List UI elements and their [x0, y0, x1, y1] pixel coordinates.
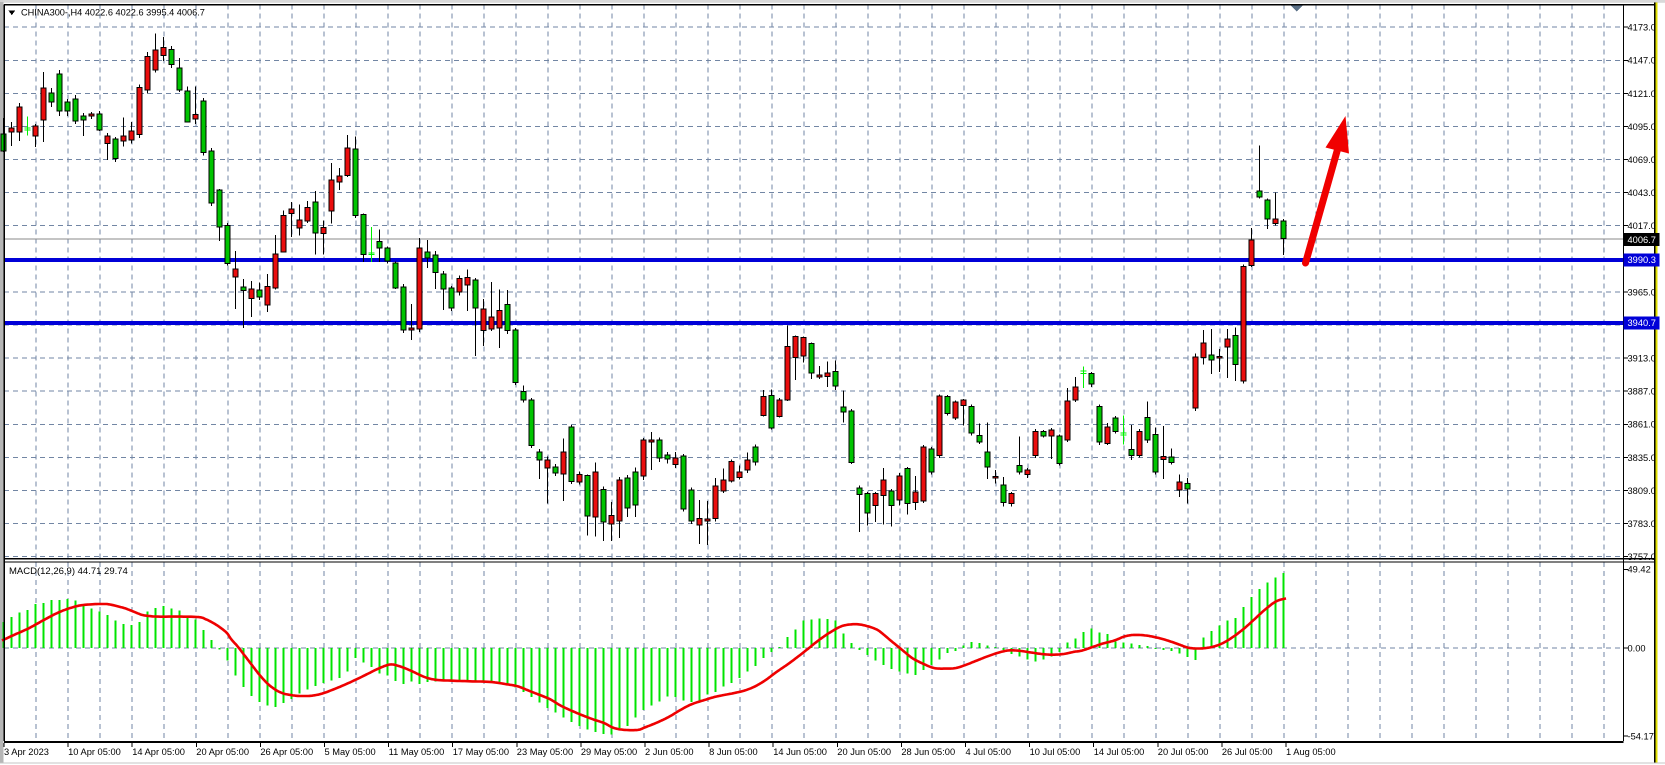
svg-text:3783.0: 3783.0 [1628, 519, 1656, 529]
svg-text:20 Apr 05:00: 20 Apr 05:00 [196, 747, 249, 757]
svg-text:2 Jun 05:00: 2 Jun 05:00 [645, 747, 694, 757]
svg-text:49.42: 49.42 [1628, 565, 1651, 575]
svg-text:4043.0: 4043.0 [1628, 188, 1656, 198]
svg-text:1 Aug 05:00: 1 Aug 05:00 [1286, 747, 1336, 757]
svg-text:28 Jun 05:00: 28 Jun 05:00 [901, 747, 955, 757]
svg-text:4173.0: 4173.0 [1628, 23, 1656, 33]
svg-text:3757.0: 3757.0 [1628, 552, 1656, 562]
svg-text:4017.0: 4017.0 [1628, 221, 1656, 231]
svg-text:4 Jul 05:00: 4 Jul 05:00 [966, 747, 1012, 757]
svg-text:14 Jun 05:00: 14 Jun 05:00 [773, 747, 827, 757]
svg-text:10 Apr 05:00: 10 Apr 05:00 [68, 747, 121, 757]
svg-text:3913.0: 3913.0 [1628, 354, 1656, 364]
svg-text:14 Apr 05:00: 14 Apr 05:00 [132, 747, 185, 757]
svg-text:29 May 05:00: 29 May 05:00 [581, 747, 637, 757]
svg-text:14 Jul 05:00: 14 Jul 05:00 [1094, 747, 1145, 757]
svg-text:3965.0: 3965.0 [1628, 287, 1656, 297]
svg-text:11 May 05:00: 11 May 05:00 [389, 747, 445, 757]
svg-text:-54.17: -54.17 [1628, 732, 1654, 742]
svg-text:3990.3: 3990.3 [1628, 255, 1656, 265]
svg-text:4095.0: 4095.0 [1628, 122, 1656, 132]
svg-text:26 Apr 05:00: 26 Apr 05:00 [260, 747, 313, 757]
svg-text:17 May 05:00: 17 May 05:00 [453, 747, 509, 757]
svg-text:4121.0: 4121.0 [1628, 89, 1656, 99]
svg-text:CHINA300-,H4 4022.6 4022.6 39: CHINA300-,H4 4022.6 4022.6 3995.4 4006.7 [21, 8, 205, 18]
svg-text:0.00: 0.00 [1628, 643, 1646, 653]
svg-text:8 Jun 05:00: 8 Jun 05:00 [709, 747, 758, 757]
svg-text:20 Jul 05:00: 20 Jul 05:00 [1158, 747, 1209, 757]
svg-text:4006.7: 4006.7 [1628, 235, 1656, 245]
svg-text:MACD(12,26,9) 44.71 29.74: MACD(12,26,9) 44.71 29.74 [9, 566, 128, 577]
svg-text:3 Apr 2023: 3 Apr 2023 [4, 747, 49, 757]
svg-text:23 May 05:00: 23 May 05:00 [517, 747, 573, 757]
svg-text:10 Jul 05:00: 10 Jul 05:00 [1030, 747, 1081, 757]
svg-text:4147.0: 4147.0 [1628, 56, 1656, 66]
svg-text:3835.0: 3835.0 [1628, 453, 1656, 463]
svg-text:3861.0: 3861.0 [1628, 420, 1656, 430]
svg-text:5 May 05:00: 5 May 05:00 [325, 747, 376, 757]
svg-text:4069.0: 4069.0 [1628, 155, 1656, 165]
svg-text:26 Jul 05:00: 26 Jul 05:00 [1222, 747, 1273, 757]
svg-text:3809.0: 3809.0 [1628, 486, 1656, 496]
svg-text:3887.0: 3887.0 [1628, 387, 1656, 397]
svg-text:20 Jun 05:00: 20 Jun 05:00 [837, 747, 891, 757]
svg-text:3940.7: 3940.7 [1628, 318, 1656, 328]
